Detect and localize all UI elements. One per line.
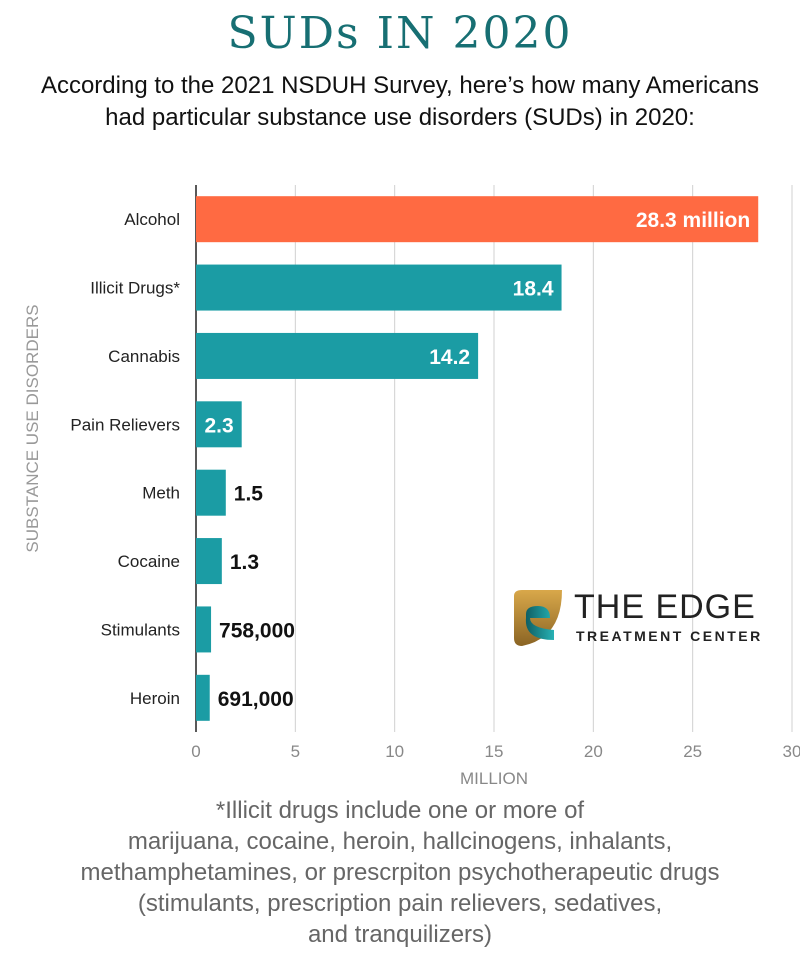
category-label: Pain Relievers	[70, 415, 180, 434]
bar	[196, 196, 759, 243]
bar	[196, 606, 212, 653]
category-label: Meth	[142, 484, 180, 503]
data-label: 758,000	[219, 619, 295, 642]
bar-chart: 0 5 10 15 20 25 30 MILLION SUBSTANCE USE DISORDE…	[23, 185, 800, 788]
bar	[196, 469, 226, 516]
bar	[196, 401, 242, 448]
x-tick-label: 30	[783, 742, 800, 761]
footnote-line: and tranquilizers)	[307, 921, 493, 948]
logo-line2: TREATMENT CENTER	[576, 628, 763, 644]
data-label: 1.3	[230, 551, 259, 574]
logo-icon	[514, 590, 562, 646]
category-label: Cocaine	[118, 552, 180, 571]
logo: THE EDGE TREATMENT CENTER	[510, 588, 770, 648]
x-tick-label: 5	[291, 742, 300, 761]
data-label: 691,000	[218, 688, 294, 711]
x-tick-label: 0	[191, 742, 200, 761]
data-label: 1.5	[234, 483, 264, 506]
footnote-line: *Illicit drugs include one or more of	[215, 797, 585, 824]
chart-title: SUDs IN 2020	[227, 8, 573, 59]
x-tick-label: 25	[683, 742, 702, 761]
bar	[196, 332, 479, 379]
x-tick-label: 10	[385, 742, 404, 761]
category-label: Cannabis	[108, 347, 180, 366]
bar	[196, 538, 222, 585]
y-axis-label: SUBSTANCE USE DISORDERS	[23, 304, 42, 552]
x-tick-label: 20	[584, 742, 603, 761]
logo-line1: THE EDGE	[574, 588, 756, 626]
bar	[196, 264, 562, 311]
footnote-line: marijuana, cocaine, heroin, hallcinogens…	[127, 828, 673, 855]
category-label: Heroin	[130, 689, 180, 708]
bar	[196, 674, 210, 721]
chart-subtitle: According to the 2021 NSDUH Survey, here…	[40, 72, 760, 131]
footnote-line: methamphetamines, or prescrpiton psychot…	[80, 859, 720, 886]
x-tick-label: 15	[485, 742, 504, 761]
data-label: 28.3 million	[636, 209, 750, 232]
data-label: 18.4	[513, 278, 554, 301]
category-label: Illicit Drugs*	[90, 279, 180, 298]
x-axis-label: MILLION	[460, 769, 528, 788]
data-label: 14.2	[429, 346, 470, 369]
category-label: Stimulants	[101, 620, 180, 639]
footnote: *Illicit drugs include one or more of ma…	[20, 795, 780, 950]
data-label: 2.3	[204, 414, 233, 437]
footnote-line: (stimulants, prescription pain relievers…	[137, 890, 663, 917]
category-label: Alcohol	[124, 210, 180, 229]
